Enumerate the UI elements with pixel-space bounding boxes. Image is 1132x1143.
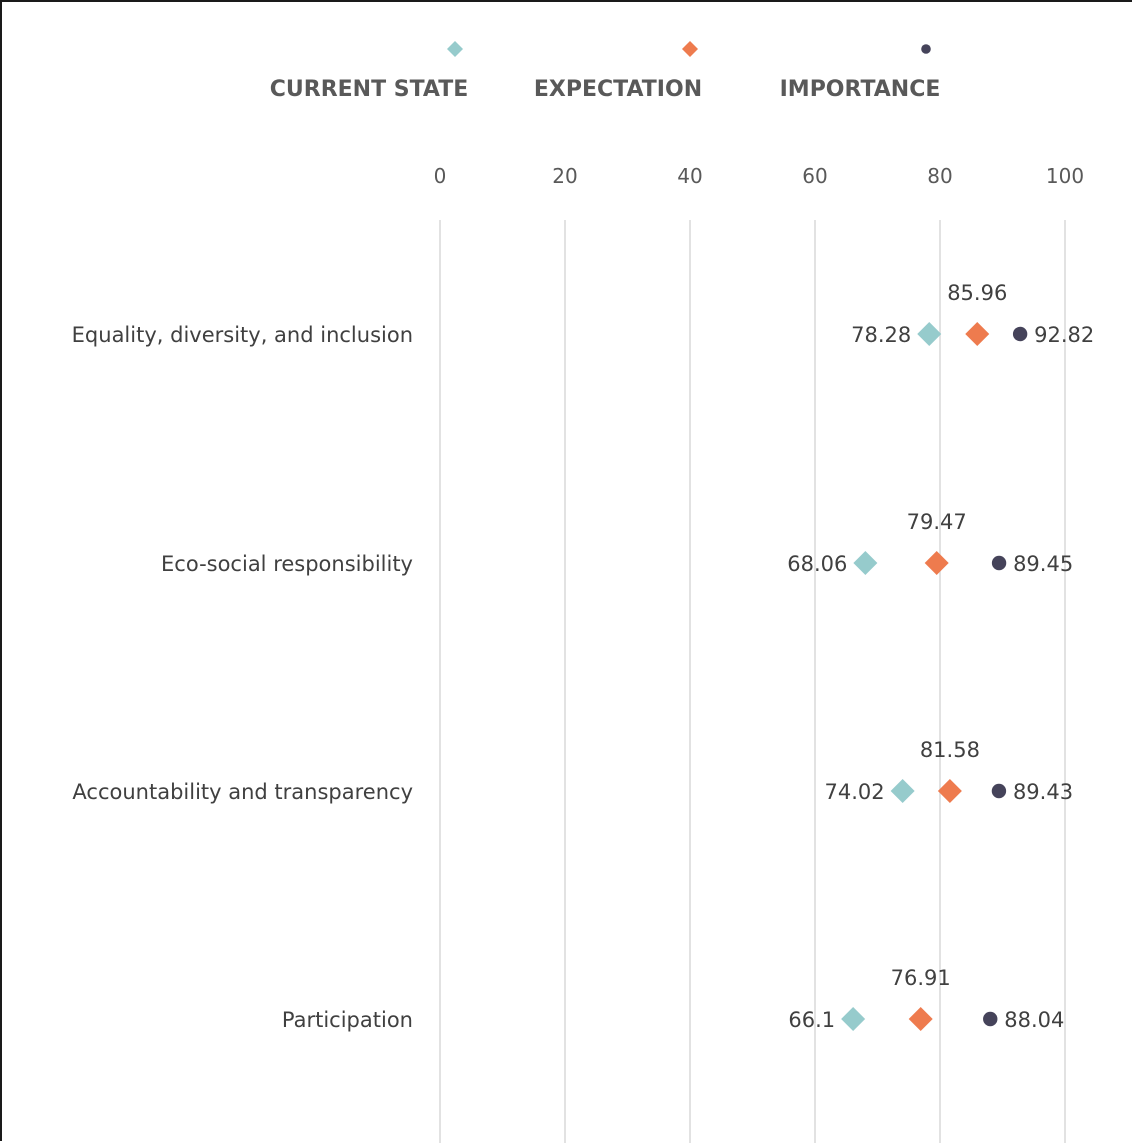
x-axis-ticks: 0 20 40 60 80 100: [434, 164, 1084, 188]
data-label-current-state-equality-diversity-and-inclusion: 78.28: [851, 323, 911, 347]
x-tick-label-60: 60: [802, 164, 827, 188]
marker-importance-participation: [983, 1011, 998, 1027]
marker-expectation-accountability-and-transparency: [937, 779, 962, 803]
x-tick-label-20: 20: [552, 164, 577, 188]
data-label-importance-accountability-and-transparency: 89.43: [1013, 780, 1073, 804]
data-label-importance-participation: 88.04: [1004, 1008, 1064, 1032]
category-label-eco-social-responsibility: Eco-social responsibility: [161, 552, 413, 576]
marker-expectation-participation: [908, 1007, 933, 1031]
x-tick-label-80: 80: [927, 164, 952, 188]
data-label-current-state-participation: 66.1: [788, 1008, 835, 1032]
data-label-expectation-equality-diversity-and-inclusion: 85.96: [947, 281, 1007, 305]
category-labels: Equality, diversity, and inclusion Eco-so…: [72, 323, 413, 1032]
data-label-importance-eco-social-responsibility: 89.45: [1013, 552, 1073, 576]
data-label-expectation-participation: 76.91: [891, 966, 951, 990]
legend-marker-importance: [921, 44, 931, 54]
gridlines: [439, 220, 1066, 1143]
marker-importance-equality-diversity-and-inclusion: [1012, 326, 1028, 342]
marker-current-state-eco-social-responsibility: [853, 551, 878, 575]
marker-current-state-accountability-and-transparency: [890, 779, 915, 803]
marker-current-state-equality-diversity-and-inclusion: [917, 322, 942, 346]
x-tick-label-40: 40: [677, 164, 702, 188]
legend-marker-expectation: [682, 41, 698, 57]
category-label-equality-diversity-and-inclusion: Equality, diversity, and inclusion: [72, 323, 413, 347]
x-tick-label-0: 0: [434, 164, 447, 188]
marker-current-state-participation: [841, 1007, 866, 1031]
legend-label-expectation: EXPECTATION: [534, 77, 702, 102]
data-label-current-state-accountability-and-transparency: 74.02: [825, 780, 885, 804]
marker-expectation-eco-social-responsibility: [924, 551, 949, 575]
marker-importance-eco-social-responsibility: [991, 555, 1007, 571]
data-label-importance-equality-diversity-and-inclusion: 92.82: [1034, 323, 1094, 347]
data-label-expectation-accountability-and-transparency: 81.58: [920, 738, 980, 762]
x-tick-label-100: 100: [1046, 164, 1084, 188]
category-label-accountability-and-transparency: Accountability and transparency: [72, 780, 413, 804]
data-label-expectation-eco-social-responsibility: 79.47: [907, 510, 967, 534]
marker-importance-accountability-and-transparency: [991, 783, 1007, 799]
legend-marker-current-state: [447, 41, 463, 57]
legend-label-current-state: CURRENT STATE: [270, 77, 469, 102]
data-label-current-state-eco-social-responsibility: 68.06: [787, 552, 847, 576]
marker-expectation-equality-diversity-and-inclusion: [965, 322, 990, 346]
legend-label-importance: IMPORTANCE: [780, 77, 941, 102]
data-labels: 78.28 85.96 92.82 68.06 79.47 89.45 74.02 81.58…: [787, 281, 1094, 1032]
data-markers: [841, 322, 1028, 1031]
category-label-participation: Participation: [282, 1008, 413, 1032]
legend: CURRENT STATE EXPECTATION IMPORTANCE: [270, 41, 941, 102]
